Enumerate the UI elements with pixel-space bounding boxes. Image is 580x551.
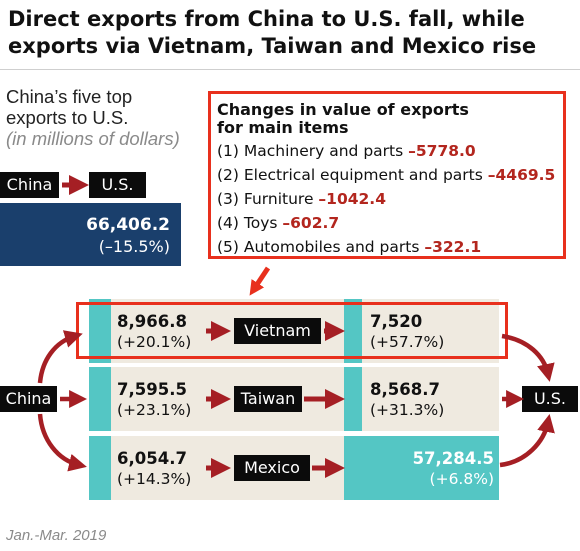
box-item: (2) Electrical equipment and parts –4469…: [217, 166, 557, 185]
box-title-line-2: for main items: [217, 118, 349, 137]
direct-export-bar: 66,406.2 (–15.5%): [0, 203, 181, 266]
box-item-value: –322.1: [424, 238, 482, 256]
route-row-taiwan: 7,595.5 (+23.1%) Taiwan 8,568.7 (+31.3%): [89, 367, 499, 431]
direct-china-label: China: [0, 172, 59, 198]
subtitle-line-2: exports to U.S.: [6, 107, 129, 128]
box-item-label: (1) Machinery and parts: [217, 142, 404, 160]
mexico-to-us-arrow-icon: [499, 414, 555, 468]
box-item-label: (5) Automobiles and parts: [217, 238, 420, 256]
box-item: (5) Automobiles and parts –322.1: [217, 238, 557, 257]
china-to-via-label: 6,054.7 (+14.3%): [117, 449, 191, 489]
via-to-us-label: 8,568.7 (+31.3%): [370, 380, 444, 420]
via-country-label: Taiwan: [234, 386, 302, 412]
china-to-via-change: (+23.1%): [117, 401, 192, 419]
date-note: Jan.-Mar. 2019: [6, 527, 107, 544]
via-country-label: Mexico: [234, 455, 310, 481]
china-to-via-bar: [89, 367, 111, 431]
via-to-us-value: 57,284.5: [412, 449, 494, 468]
origin-china-label: China: [0, 386, 57, 412]
vietnam-to-us-arrow-icon: [501, 333, 555, 382]
unit-label: (in millions of dollars): [6, 128, 180, 149]
box-item: (4) Toys –602.7: [217, 214, 557, 233]
box-item-label: (3) Furniture: [217, 190, 314, 208]
route-row-vietnam: 8,966.8 (+20.1%) Vietnam 7,520 (+57.7%): [89, 299, 499, 363]
via-to-us-label: 57,284.5 (+6.8%): [413, 449, 494, 489]
via-country-label: Vietnam: [234, 318, 321, 344]
subtitle-line-1: China’s five top: [6, 86, 133, 107]
via-to-us-bar: [344, 436, 499, 500]
destination-us-label: U.S.: [522, 386, 578, 412]
box-item: (3) Furniture –1042.4: [217, 190, 557, 209]
via-to-us-bar: [344, 367, 362, 431]
via-to-us-value: 7,520: [370, 312, 423, 331]
box-item-value: –5778.0: [408, 142, 476, 160]
china-to-via-bar: [89, 436, 111, 500]
china-to-vietnam-arrow-icon: [37, 330, 83, 384]
china-to-via-change: (+14.3%): [117, 470, 192, 488]
route-row-mexico: 6,054.7 (+14.3%) Mexico 57,284.5 (+6.8%): [89, 436, 499, 500]
box-item-label: (2) Electrical equipment and parts: [217, 166, 483, 184]
via-to-us-label: 7,520 (+57.7%): [370, 312, 444, 352]
subtitle: China’s five top exports to U.S. (in mil…: [6, 86, 180, 149]
via-to-us-bar: [344, 299, 362, 363]
via-to-us-change: (+6.8%): [429, 470, 494, 488]
chart-title: Direct exports from China to U.S. fall, …: [8, 7, 537, 58]
china-to-mexico-arrow-icon: [37, 413, 87, 472]
box-item-value: –1042.4: [318, 190, 386, 208]
box-item-value: –4469.5: [487, 166, 556, 184]
direct-export-change: (–15.5%): [98, 237, 170, 256]
china-to-via-value: 6,054.7: [117, 449, 187, 468]
box-item-label: (4) Toys: [217, 214, 278, 232]
via-to-us-change: (+31.3%): [370, 401, 445, 419]
china-to-via-label: 7,595.5 (+23.1%): [117, 380, 191, 420]
china-to-via-value: 8,966.8: [117, 312, 187, 331]
box-item: (1) Machinery and parts –5778.0: [217, 142, 557, 161]
china-to-via-value: 7,595.5: [117, 380, 187, 399]
china-to-via-bar: [89, 299, 111, 363]
china-to-via-label: 8,966.8 (+20.1%): [117, 312, 191, 352]
item-changes-box: Changes in value of exports for main ite…: [208, 91, 566, 259]
direct-export-value: 66,406.2: [86, 215, 170, 235]
via-to-us-value: 8,568.7: [370, 380, 440, 399]
highlight-pointer-arrow-icon: [249, 266, 271, 296]
direct-us-label: U.S.: [89, 172, 146, 198]
box-item-value: –602.7: [282, 214, 340, 232]
box-title-line-1: Changes in value of exports: [217, 100, 469, 119]
title-divider: [0, 69, 580, 70]
via-to-us-change: (+57.7%): [370, 333, 445, 351]
china-to-via-change: (+20.1%): [117, 333, 192, 351]
